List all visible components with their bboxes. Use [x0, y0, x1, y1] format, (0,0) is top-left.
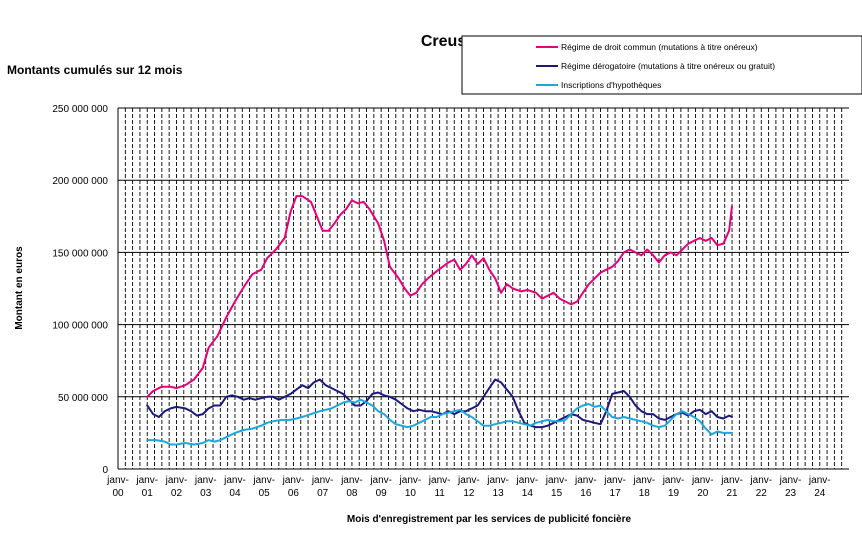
- x-tick-label: 09: [376, 488, 388, 499]
- y-tick-label: 100 000 000: [52, 321, 108, 332]
- x-tick-label: 04: [229, 488, 241, 499]
- x-tick-label: 20: [697, 488, 709, 499]
- legend-box: [461, 35, 862, 95]
- x-tick-label: 05: [259, 488, 271, 499]
- x-tick-label: janv-: [311, 475, 334, 486]
- x-tick-label: janv-: [340, 475, 363, 486]
- x-tick-label: janv-: [106, 475, 129, 486]
- x-tick-label: janv-: [252, 475, 275, 486]
- x-tick-label: janv-: [545, 475, 568, 486]
- vertical-gridlines: [124, 108, 843, 469]
- x-tick-label: 15: [551, 488, 563, 499]
- legend: Régime de droit commun (mutations à titr…: [461, 35, 862, 95]
- x-tick-label: 14: [522, 488, 534, 499]
- x-tick-label: janv-: [691, 475, 714, 486]
- x-tick-label: 11: [434, 488, 445, 499]
- legend-label-3: Inscriptions d'hypothèques: [561, 80, 661, 90]
- x-tick-label: 18: [639, 488, 651, 499]
- x-tick-label: janv-: [749, 475, 772, 486]
- x-tick-label: 07: [317, 488, 329, 499]
- x-tick-label: 10: [405, 488, 417, 499]
- x-tick-label: janv-: [135, 475, 158, 486]
- x-tick-label: janv-: [165, 475, 188, 486]
- x-tick-label: janv-: [428, 475, 451, 486]
- x-tick-label: janv-: [369, 475, 392, 486]
- x-tick-label: 22: [756, 488, 768, 499]
- x-tick-label: 00: [112, 488, 124, 499]
- x-tick-label: 12: [463, 488, 475, 499]
- x-tick-label: janv-: [486, 475, 509, 486]
- legend-label-2: Régime dérogatoire (mutations à titre on…: [561, 61, 775, 71]
- y-tick-labels: 0 50 000 000 100 000 000 150 000 000 200 000…: [52, 104, 108, 476]
- series-layer: [146, 195, 733, 446]
- x-tick-label: 08: [346, 488, 358, 499]
- x-tick-label: 23: [785, 488, 797, 499]
- x-tick-label: 21: [726, 488, 738, 499]
- x-tick-label: janv-: [574, 475, 597, 486]
- x-tick-label: janv-: [223, 475, 246, 486]
- x-tick-label: 13: [493, 488, 505, 499]
- series-line-3: [146, 398, 733, 446]
- x-tick-label: 19: [668, 488, 680, 499]
- x-tick-label: 24: [814, 488, 826, 499]
- y-tick-label: 150 000 000: [52, 248, 108, 259]
- x-tick-label: janv-: [194, 475, 217, 486]
- y-tick-label: 200 000 000: [52, 176, 108, 187]
- x-tick-label: janv-: [720, 475, 743, 486]
- x-tick-label: janv-: [399, 475, 422, 486]
- x-tick-label: janv-: [662, 475, 685, 486]
- x-tick-label: 01: [142, 488, 154, 499]
- x-tick-label: janv-: [808, 475, 831, 486]
- x-axis-label: Mois d'enregistrement par les services d…: [347, 514, 632, 525]
- chart-subtitle: Montants cumulés sur 12 mois: [7, 63, 183, 77]
- x-tick-label: 17: [610, 488, 622, 499]
- plot-area: [117, 107, 849, 470]
- y-tick-label: 250 000 000: [52, 104, 108, 115]
- x-tick-label: janv-: [779, 475, 802, 486]
- x-tick-label: 16: [580, 488, 592, 499]
- x-tick-label: janv-: [632, 475, 655, 486]
- x-tick-label: janv-: [516, 475, 539, 486]
- x-tick-label: 02: [171, 488, 183, 499]
- x-tick-label: janv-: [603, 475, 626, 486]
- y-axis-label: Montant en euros: [14, 246, 25, 330]
- series-line-1: [146, 195, 733, 398]
- x-tick-label: 03: [200, 488, 212, 499]
- x-tick-labels: janv- 00 janv- 01 janv- 02 janv- 03 janv- 04 janv-…: [106, 475, 830, 499]
- x-tick-label: janv-: [457, 475, 480, 486]
- x-tick-label: 06: [288, 488, 300, 499]
- legend-label-1: Régime de droit commun (mutations à titr…: [561, 42, 758, 52]
- x-tick-label: janv-: [282, 475, 305, 486]
- y-tick-label: 50 000 000: [58, 393, 108, 404]
- y-tick-label: 0: [102, 465, 108, 476]
